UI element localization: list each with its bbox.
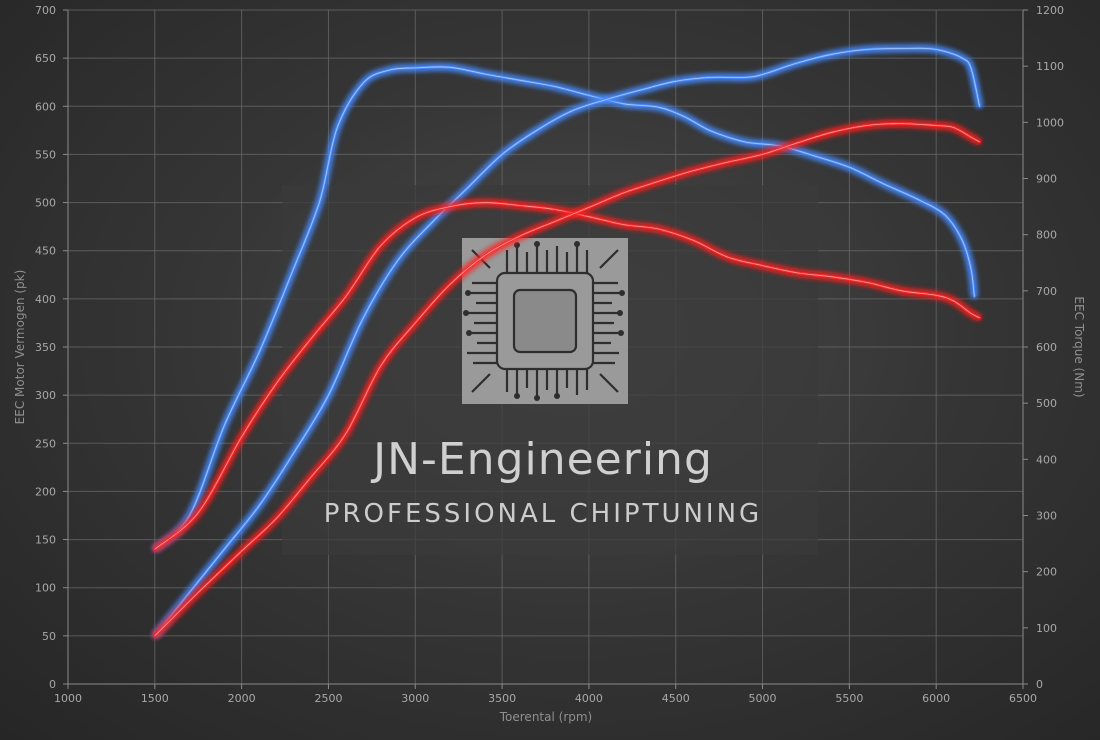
- y-left-tick-label: 550: [35, 148, 56, 161]
- x-tick-label: 4500: [662, 692, 690, 705]
- y-left-tick-labels: 0 50 100 150 200 250 300 350 400 450 500 550 600 650 7…: [35, 4, 56, 691]
- watermark-title: JN-Engineering: [370, 434, 713, 485]
- y-left-tick-label: 500: [35, 197, 56, 210]
- y-left-tick-label: 150: [35, 534, 56, 547]
- y-left-tick-label: 300: [35, 389, 56, 402]
- chip-logo: [462, 238, 628, 404]
- series-line-red-right-2-core: [154, 202, 980, 550]
- y-left-tick-label: 200: [35, 485, 56, 498]
- x-tick-label: 6500: [1009, 692, 1037, 705]
- y-right-tick-label: 1100: [1036, 60, 1064, 73]
- y-left-tick-label: 100: [35, 582, 56, 595]
- x-tick-label: 5500: [835, 692, 863, 705]
- x-tick-label: 2000: [228, 692, 256, 705]
- series-layer: [152, 44, 984, 639]
- x-tick-label: 6000: [922, 692, 950, 705]
- x-axis-title: Toerental (rpm): [499, 710, 592, 724]
- watermark: JN-Engineering PROFESSIONAL CHIPTUNING: [282, 185, 818, 555]
- x-tick-label: 1500: [141, 692, 169, 705]
- y-right-tick-label: 100: [1036, 622, 1057, 635]
- y-left-tick-label: 650: [35, 52, 56, 65]
- y-right-tick-label: 0: [1036, 678, 1043, 691]
- x-tick-label: 1000: [54, 692, 82, 705]
- y-right-axis-title: EEC Torque (Nm): [1072, 296, 1086, 397]
- x-tick-label: 3500: [488, 692, 516, 705]
- y-left-axis-title: EEC Motor Vermogen (pk): [13, 270, 27, 425]
- y-right-tick-label: 700: [1036, 285, 1057, 298]
- y-left-tick-label: 50: [42, 630, 56, 643]
- y-right-tick-label: 400: [1036, 453, 1057, 466]
- y-right-tick-label: 1000: [1036, 116, 1064, 129]
- x-tick-label: 2500: [314, 692, 342, 705]
- series-line-blue-right-0-core: [154, 66, 975, 550]
- y-left-tick-label: 700: [35, 4, 56, 17]
- y-left-tick-label: 250: [35, 437, 56, 450]
- series-line-red-left-3-core: [154, 123, 980, 637]
- series-line-blue-left-1-core: [154, 47, 980, 637]
- x-tick-label: 5000: [749, 692, 777, 705]
- y-right-tick-label: 300: [1036, 510, 1057, 523]
- y-right-tick-label: 800: [1036, 229, 1057, 242]
- y-left-tick-label: 400: [35, 293, 56, 306]
- y-left-tick-label: 450: [35, 245, 56, 258]
- x-tick-label: 3000: [401, 692, 429, 705]
- x-tick-label: 4000: [575, 692, 603, 705]
- watermark-subtitle: PROFESSIONAL CHIPTUNING: [324, 499, 762, 529]
- y-right-tick-label: 200: [1036, 566, 1057, 579]
- y-left-tick-label: 600: [35, 100, 56, 113]
- x-tick-labels: 1000 1500 2000 2500 3000 3500 4000 4500 5000 5500…: [54, 692, 1037, 705]
- y-left-tick-label: 350: [35, 341, 56, 354]
- y-right-tick-label: 600: [1036, 341, 1057, 354]
- y-right-tick-label: 900: [1036, 173, 1057, 186]
- y-right-tick-labels: 0 100 200 300 400 500 600 700 800 900 1000 1100 1200: [1036, 4, 1064, 691]
- y-right-tick-label: 1200: [1036, 4, 1064, 17]
- y-right-tick-label: 500: [1036, 397, 1057, 410]
- y-left-tick-label: 0: [49, 678, 56, 691]
